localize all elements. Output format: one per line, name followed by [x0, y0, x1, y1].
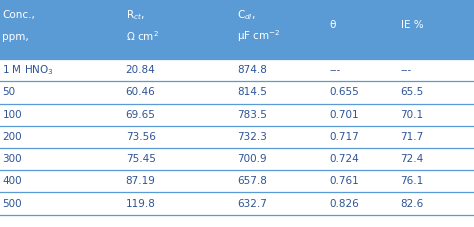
Text: 20.84: 20.84 [126, 65, 155, 75]
Text: 874.8: 874.8 [237, 65, 267, 75]
Bar [0, 104, 474, 126]
Text: R$_{ct}$,: R$_{ct}$, [126, 8, 145, 22]
Text: 0.701: 0.701 [329, 110, 359, 120]
Text: ---: --- [401, 65, 412, 75]
Text: 76.1: 76.1 [401, 176, 424, 186]
Text: 70.1: 70.1 [401, 110, 424, 120]
Text: 72.4: 72.4 [401, 154, 424, 164]
Text: C$_{dl}$,: C$_{dl}$, [237, 8, 255, 22]
Bar [0, 148, 474, 170]
Text: 0.655: 0.655 [329, 87, 359, 97]
Text: 119.8: 119.8 [126, 199, 155, 209]
Text: 82.6: 82.6 [401, 199, 424, 209]
Text: ppm,: ppm, [2, 32, 29, 42]
Text: 100: 100 [2, 110, 22, 120]
Text: 0.826: 0.826 [329, 199, 359, 209]
Text: 71.7: 71.7 [401, 132, 424, 142]
Text: 87.19: 87.19 [126, 176, 155, 186]
Text: 500: 500 [2, 199, 22, 209]
Text: 700.9: 700.9 [237, 154, 266, 164]
Text: Ω cm$^{2}$: Ω cm$^{2}$ [126, 30, 159, 44]
Text: 0.717: 0.717 [329, 132, 359, 142]
Text: 300: 300 [2, 154, 22, 164]
Text: μF cm$^{-2}$: μF cm$^{-2}$ [237, 29, 281, 44]
Text: 0.761: 0.761 [329, 176, 359, 186]
Text: 657.8: 657.8 [237, 176, 267, 186]
Text: 814.5: 814.5 [237, 87, 267, 97]
Text: 50: 50 [2, 87, 16, 97]
Text: 732.3: 732.3 [237, 132, 267, 142]
Text: Conc.,: Conc., [2, 10, 35, 20]
Text: IE %: IE % [401, 20, 423, 30]
Text: 60.46: 60.46 [126, 87, 155, 97]
Text: 0.724: 0.724 [329, 154, 359, 164]
Text: 75.45: 75.45 [126, 154, 155, 164]
Text: 73.56: 73.56 [126, 132, 155, 142]
Text: 400: 400 [2, 176, 22, 186]
Text: 1 M HNO$_{3}$: 1 M HNO$_{3}$ [2, 63, 55, 77]
Bar [0, 170, 474, 192]
Text: 632.7: 632.7 [237, 199, 267, 209]
Text: 65.5: 65.5 [401, 87, 424, 97]
Bar [0, 215, 474, 227]
Text: 69.65: 69.65 [126, 110, 155, 120]
Bar [0, 192, 474, 215]
Text: ---: --- [329, 65, 341, 75]
Bar [0, 81, 474, 104]
Bar [0, 0, 474, 59]
Text: θ: θ [329, 20, 336, 30]
Bar [0, 126, 474, 148]
Text: 200: 200 [2, 132, 22, 142]
Text: 783.5: 783.5 [237, 110, 267, 120]
Bar [0, 59, 474, 81]
